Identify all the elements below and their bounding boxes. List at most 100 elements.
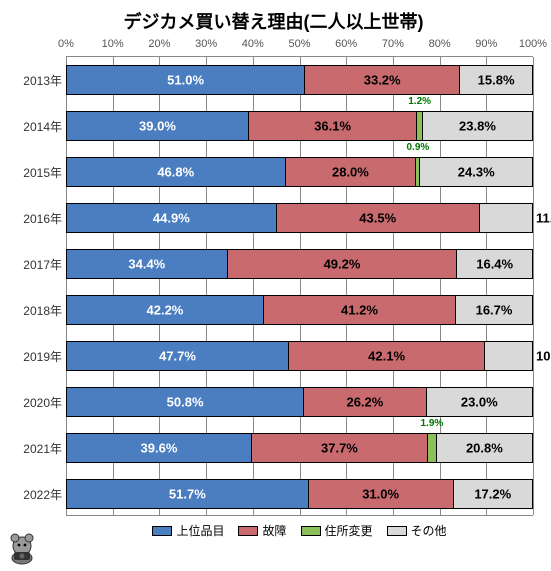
bar-segment-label: 23.8%	[459, 119, 496, 134]
mascot-icon	[4, 530, 40, 566]
bar-segment-higher_grade: 51.7%	[66, 479, 308, 509]
x-axis-tick: 10%	[102, 38, 124, 50]
bar-segment-failure: 41.2%	[263, 295, 455, 325]
legend-swatch	[152, 526, 172, 536]
bar-segment-other: 15.8%	[459, 65, 533, 95]
bar-segment-label: 10.5%	[536, 349, 551, 364]
bar-segment-label: 39.6%	[141, 441, 178, 456]
row-label: 2016年	[10, 210, 62, 227]
bar-segment-label: 31.0%	[362, 487, 399, 502]
bar-segment-label: 47.7%	[159, 349, 196, 364]
bar-segment-higher_grade: 46.8%	[66, 157, 285, 187]
bar: 34.4% 49.2% 16.4%	[66, 249, 533, 279]
legend: 上位品目 故障住所変更 その他	[66, 522, 533, 539]
x-axis-tick: 30%	[195, 38, 217, 50]
bar-segment-failure: 37.7%	[251, 433, 427, 463]
x-axis: 0%10%20%30%40%50%60%70%80%90%100%	[66, 38, 533, 56]
bar-segment-other: 11.6%	[479, 203, 533, 233]
bar-segment-label: 20.8%	[466, 441, 503, 456]
bar-segment-other: 16.4%	[456, 249, 533, 279]
bar-segment-other: 24.3%	[419, 157, 532, 187]
legend-item-failure: 故障	[238, 522, 286, 539]
bar-segment-label: 11.6%	[536, 211, 551, 226]
x-axis-tick: 50%	[288, 38, 310, 50]
row-label: 2020年	[10, 394, 62, 411]
bar-segment-label: 34.4%	[128, 257, 165, 272]
bar-segment-label: 46.8%	[157, 165, 194, 180]
legend-swatch	[301, 526, 321, 536]
bar: 50.8% 26.2% 23.0%	[66, 387, 533, 417]
bar-row: 2017年34.4%49.2%16.4%	[66, 241, 533, 287]
bar-segment-failure: 33.2%	[304, 65, 459, 95]
bar-segment-other: 17.2%	[453, 479, 533, 509]
bar-segment-failure: 43.5%	[276, 203, 479, 233]
bar-segment-label: 26.2%	[346, 395, 383, 410]
row-label: 2021年	[10, 440, 62, 457]
bar-segment-other: 23.0%	[426, 387, 533, 417]
bar-segment-label: 49.2%	[324, 257, 361, 272]
bar-segment-label: 36.1%	[314, 119, 351, 134]
bar-segment-label: 50.8%	[167, 395, 204, 410]
bar-row: 2018年42.2%41.2%16.7%	[66, 287, 533, 333]
bar-row: 2019年47.7%42.1%10.5%	[66, 333, 533, 379]
grid-line	[533, 57, 534, 515]
bar-segment-label: 24.3%	[458, 165, 495, 180]
bar-segment-label: 37.7%	[321, 441, 358, 456]
bar-segment-failure: 28.0%	[285, 157, 416, 187]
legend-label: 上位品目	[176, 522, 224, 539]
legend-label: 故障	[262, 522, 286, 539]
legend-item-relocation: 住所変更	[301, 522, 373, 539]
bar: 39.0%36.1%1.2%23.8%	[66, 111, 533, 141]
bar-segment-label: 42.2%	[147, 303, 184, 318]
legend-item-other: その他	[387, 522, 447, 539]
bar: 44.9% 43.5% 11.6%	[66, 203, 533, 233]
bar-segment-label: 42.1%	[368, 349, 405, 364]
bar-segment-failure: 26.2%	[303, 387, 425, 417]
bar-segment-label: 39.0%	[139, 119, 176, 134]
bar-segment-label: 17.2%	[474, 487, 511, 502]
x-axis-tick: 60%	[335, 38, 357, 50]
bar-segment-other: 10.5%	[484, 341, 533, 371]
bar-segment-higher_grade: 39.6%	[66, 433, 251, 463]
bar-row: 2014年39.0%36.1%1.2%23.8%	[66, 103, 533, 149]
bar-row: 2015年46.8%28.0%0.9%24.3%	[66, 149, 533, 195]
bar: 39.6% 37.7% 1.9% 20.8%	[66, 433, 533, 463]
bar: 42.2% 41.2% 16.7%	[66, 295, 533, 325]
bar-segment-label: 16.4%	[476, 257, 513, 272]
bar-segment-other: 16.7%	[455, 295, 533, 325]
bar-segment-relocation: 1.9%	[427, 433, 436, 463]
row-label: 2022年	[10, 486, 62, 503]
bar-segment-label: 16.7%	[476, 303, 513, 318]
bar-segment-failure: 36.1%	[248, 111, 416, 141]
legend-item-higher_grade: 上位品目	[152, 522, 224, 539]
bar: 51.7% 31.0% 17.2%	[66, 479, 533, 509]
bar-segment-higher_grade: 34.4%	[66, 249, 227, 279]
x-axis-tick: 100%	[519, 38, 547, 50]
x-axis-tick: 20%	[148, 38, 170, 50]
row-label: 2018年	[10, 302, 62, 319]
bar-segment-label: 43.5%	[359, 211, 396, 226]
bar-segment-failure: 31.0%	[308, 479, 453, 509]
row-label: 2019年	[10, 348, 62, 365]
bar-segment-higher_grade: 50.8%	[66, 387, 303, 417]
bar-segment-label: 51.0%	[167, 73, 204, 88]
legend-label: その他	[411, 522, 447, 539]
x-axis-tick: 40%	[242, 38, 264, 50]
plot-area: 2013年51.0%33.2%15.8%2014年39.0%36.1%1.2%2…	[66, 56, 533, 516]
bar-segment-failure: 42.1%	[288, 341, 484, 371]
row-label: 2017年	[10, 256, 62, 273]
bar: 46.8%28.0%0.9%24.3%	[66, 157, 533, 187]
bar-row: 2022年51.7%31.0%17.2%	[66, 471, 533, 517]
bar-segment-label: 44.9%	[153, 211, 190, 226]
row-label: 2015年	[10, 164, 62, 181]
bar-segment-higher_grade: 51.0%	[66, 65, 304, 95]
x-axis-tick: 80%	[429, 38, 451, 50]
chart-title: デジカメ買い替え理由(二人以上世帯)	[8, 8, 539, 34]
bar: 47.7% 42.1% 10.5%	[66, 341, 533, 371]
x-axis-tick: 90%	[475, 38, 497, 50]
row-label: 2014年	[10, 118, 62, 135]
bar-segment-callout: 0.9%	[406, 142, 429, 153]
x-axis-tick: 0%	[58, 38, 74, 50]
bar-segment-callout: 1.2%	[408, 96, 431, 107]
bar-segment-callout: 1.9%	[420, 418, 443, 429]
